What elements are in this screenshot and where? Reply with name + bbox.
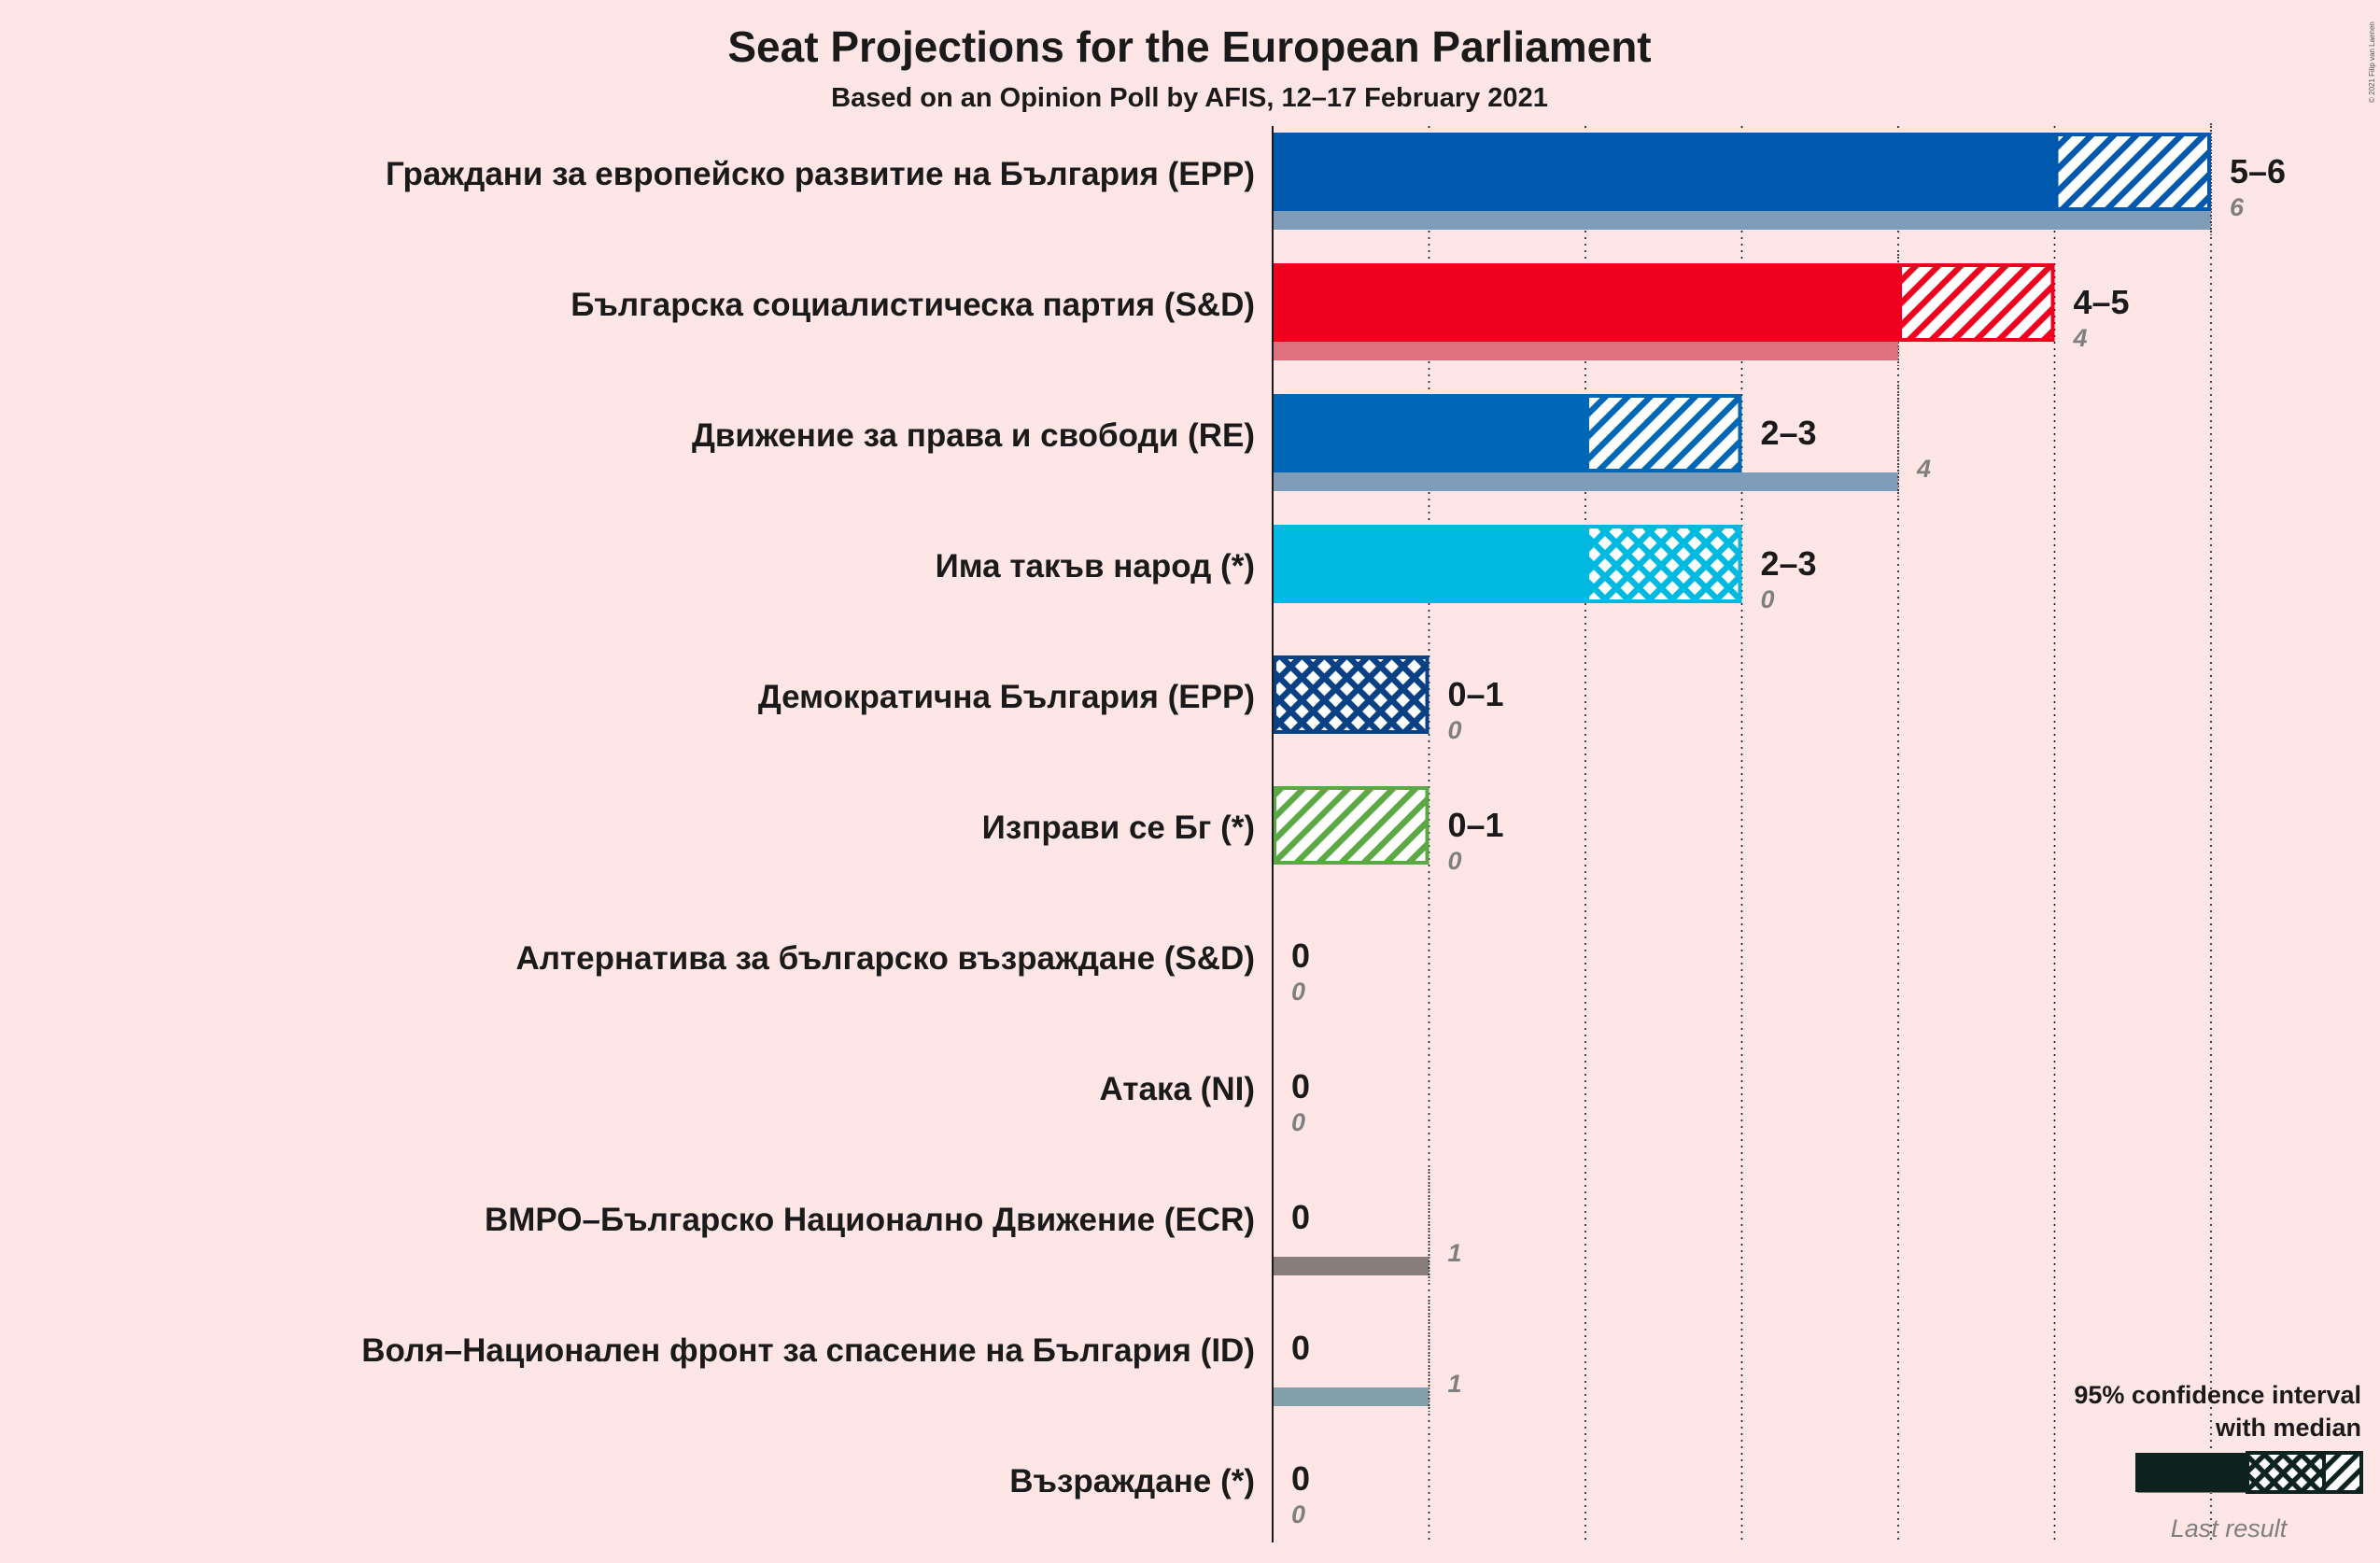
- party-label: Изправи се Бг (*): [982, 810, 1255, 846]
- party-label: Атака (NI): [1100, 1071, 1255, 1107]
- range-label: 0–1: [1448, 806, 1504, 844]
- last-result-bar: [1273, 472, 1898, 491]
- last-result-bar: [1273, 1257, 1429, 1275]
- party-row: Има такъв народ (*) 2–30: [936, 525, 1817, 613]
- range-label: 2–3: [1761, 544, 1817, 583]
- party-row: Алтернатива за българско възраждане (S&D…: [515, 936, 1310, 1006]
- legend-ci-hatch: [2322, 1451, 2363, 1494]
- last-result-label: 4: [2073, 324, 2088, 352]
- last-result-bar: [1273, 211, 2211, 230]
- legend: 95% confidence interval with median Last…: [2074, 1381, 2363, 1542]
- party-label: ВМРО–Българско Национално Движение (ECR): [485, 1202, 1255, 1238]
- party-label: Алтернатива за българско възраждане (S&D…: [515, 940, 1255, 977]
- party-row: Атака (NI) 0 0: [1100, 1067, 1310, 1136]
- party-row: Граждани за европейско развитие на Бълга…: [386, 123, 2286, 235]
- party-label: Движение за права и свободи (RE): [692, 417, 1255, 454]
- ci-solid-bar: [1273, 525, 1585, 603]
- ci-range-bar: [1898, 263, 2055, 342]
- party-label: Има такъв народ (*): [936, 548, 1255, 584]
- grid-lines: [1428, 126, 2212, 1542]
- last-result-label: 0: [1448, 716, 1462, 744]
- party-label: Граждани за европейско развитие на Бълга…: [386, 156, 1255, 192]
- party-row: Възраждане (*) 00: [1009, 1459, 1310, 1528]
- chart-subtitle: Based on an Opinion Poll by AFIS, 12–17 …: [831, 83, 1548, 113]
- last-result-label: 1: [1448, 1370, 1462, 1398]
- chart-title: Seat Projections for the European Parlia…: [727, 22, 1651, 71]
- ci-solid-bar: [1273, 394, 1585, 472]
- last-result-label: 1: [1448, 1239, 1462, 1267]
- last-result-label: 0: [1291, 1500, 1305, 1528]
- ci-range-bar: [1585, 394, 1742, 472]
- party-row: Воля–Национален фронт за спасение на Бъл…: [361, 1300, 1462, 1412]
- party-label: Българска социалистическа партия (S&D): [570, 287, 1255, 323]
- last-result-label: 6: [2230, 193, 2245, 221]
- range-label: 0: [1291, 1198, 1310, 1236]
- last-result-label: 0: [1761, 585, 1775, 613]
- party-label: Воля–Национален фронт за спасение на Бъл…: [361, 1332, 1255, 1369]
- party-row: Движение за права и свободи (RE) 2–3 4: [692, 385, 1931, 497]
- ci-solid-bar: [1273, 133, 2055, 211]
- range-label: 5–6: [2230, 152, 2286, 190]
- range-label: 0–1: [1448, 675, 1504, 713]
- party-row: Демократична България (EPP) 0–1 0: [758, 655, 1504, 744]
- range-label: 2–3: [1761, 414, 1817, 452]
- ci-range-bar: [2054, 133, 2211, 211]
- last-result-label: 0: [1291, 1108, 1305, 1136]
- ci-solid-bar: [1273, 263, 1898, 342]
- range-label: 0: [1291, 1459, 1310, 1498]
- ci-range-bar: [1585, 525, 1742, 603]
- last-result-bar: [1273, 1387, 1429, 1406]
- party-label: Възраждане (*): [1009, 1463, 1255, 1500]
- legend-ci-label-line1: 95% confidence interval: [2074, 1381, 2361, 1409]
- last-result-label: 4: [1916, 455, 1931, 483]
- last-result-overlay: [1273, 342, 1898, 360]
- legend-ci-solid: [2135, 1453, 2247, 1492]
- party-row: Изправи се Бг (*) 0–1 0: [982, 786, 1504, 875]
- credit-text: © 2021 Filip van Laenen: [2368, 21, 2376, 103]
- legend-ci-cross: [2246, 1451, 2326, 1494]
- party-label: Демократична България (EPP): [758, 679, 1255, 715]
- ci-range-bar: [1273, 655, 1429, 734]
- range-label: 0: [1291, 936, 1310, 975]
- range-label: 0: [1291, 1329, 1310, 1367]
- last-result-label: 0: [1448, 847, 1462, 875]
- legend-last-result-label: Last result: [2171, 1514, 2288, 1542]
- last-result-label: 0: [1291, 978, 1305, 1006]
- ci-range-bar: [1273, 786, 1429, 865]
- range-label: 0: [1291, 1067, 1310, 1105]
- range-label: 4–5: [2074, 283, 2130, 321]
- party-row: ВМРО–Българско Национално Движение (ECR)…: [485, 1169, 1462, 1281]
- party-row: Българска социалистическа партия (S&D) 4–…: [570, 254, 2130, 366]
- legend-ci-label-line2: with median: [2215, 1414, 2361, 1442]
- bars-group: Граждани за европейско развитие на Бълга…: [361, 123, 2286, 1528]
